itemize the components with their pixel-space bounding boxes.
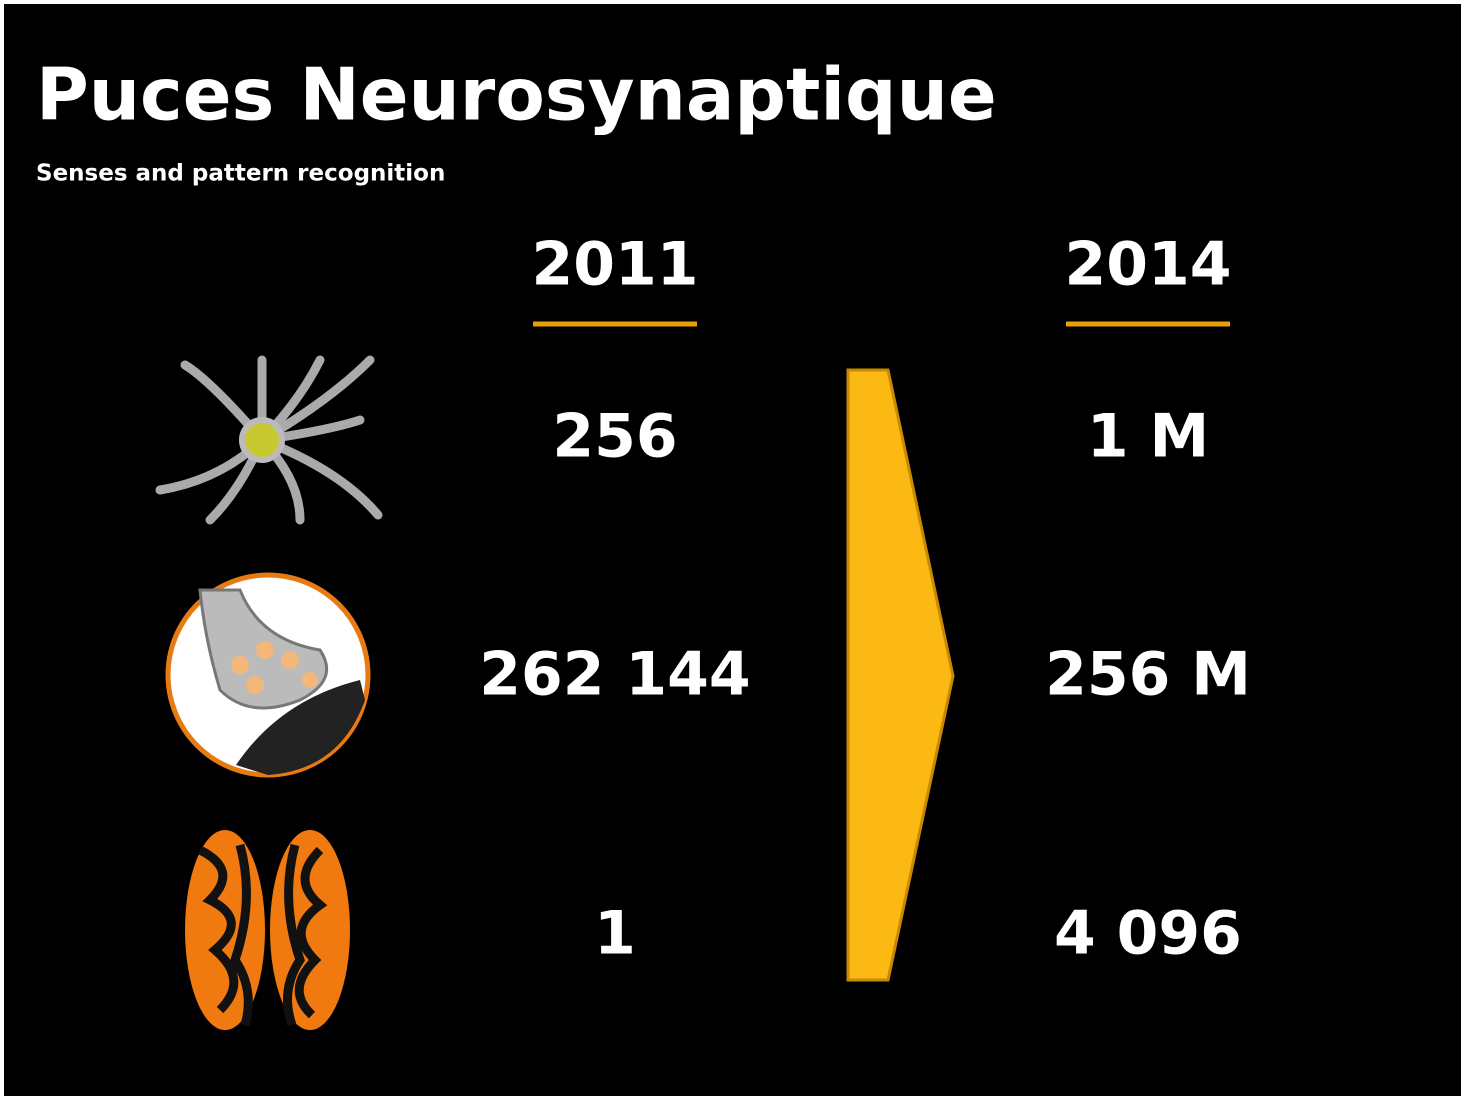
table-cell: 1 [594,899,636,969]
table-cell: 4 096 [1054,899,1242,969]
table-cell: 256 M [1045,640,1251,710]
column-header: 2014 [1065,230,1232,300]
subtitle: Senses and pattern recognition [36,161,445,187]
synapse-icon [168,575,368,775]
title: Puces Neurosynaptique [36,53,997,137]
table-cell: 256 [552,402,677,472]
slide: Puces Neurosynaptique Senses and pattern… [0,0,1465,1100]
column-header: 2011 [532,230,699,300]
table-cell: 262 144 [479,640,750,710]
table-cell: 1 M [1087,402,1209,472]
